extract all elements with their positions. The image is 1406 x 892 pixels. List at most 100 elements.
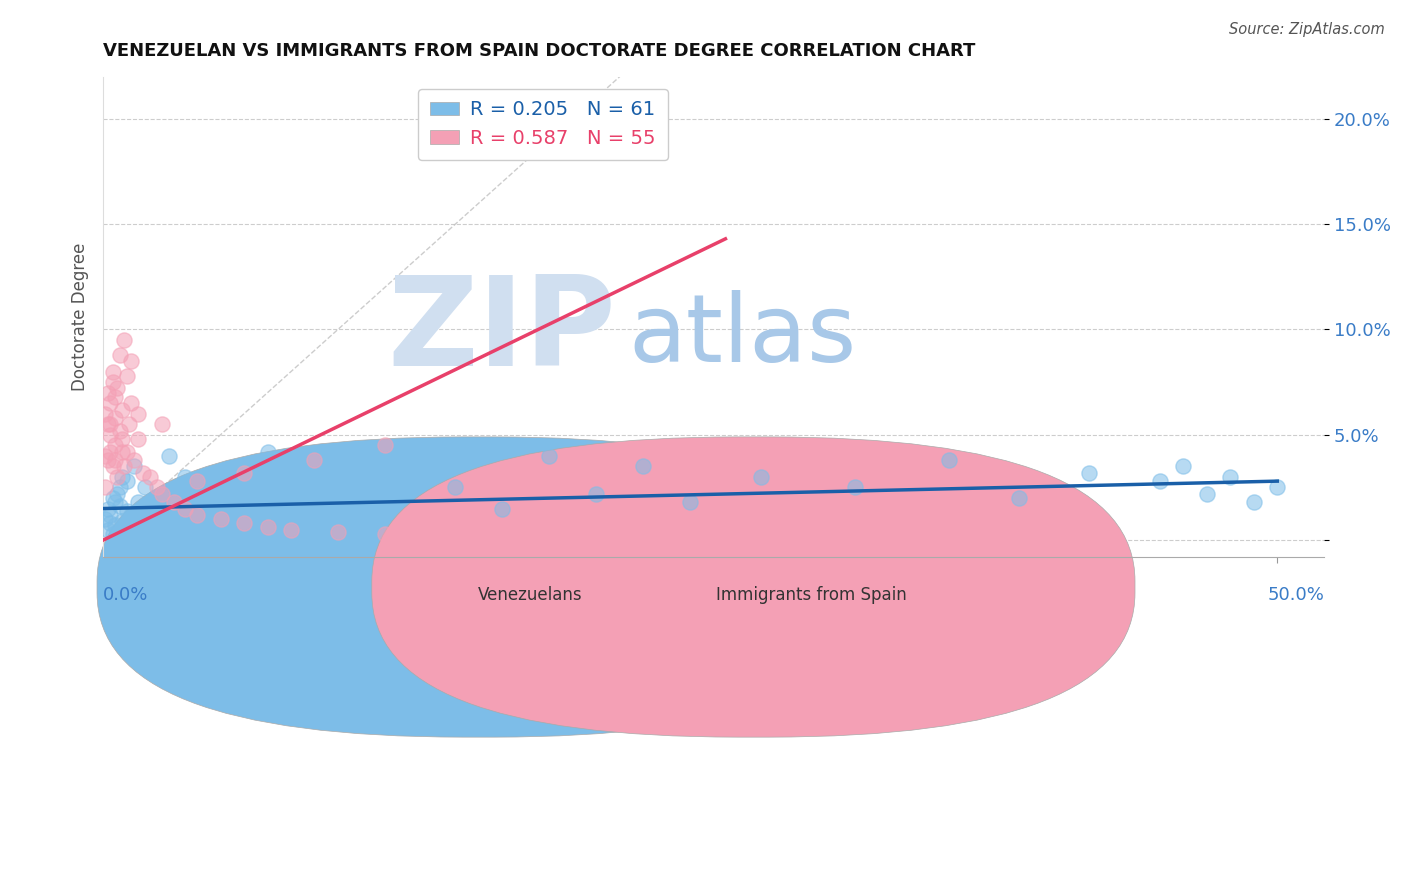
Point xyxy=(101,491,124,505)
Point xyxy=(101,365,124,379)
Point xyxy=(938,453,960,467)
Point xyxy=(108,348,131,362)
Point xyxy=(108,480,131,494)
Point xyxy=(97,501,120,516)
Text: Source: ZipAtlas.com: Source: ZipAtlas.com xyxy=(1229,22,1385,37)
Point xyxy=(326,524,349,539)
Point xyxy=(326,512,349,526)
Point xyxy=(679,495,702,509)
Point xyxy=(98,417,121,432)
Point xyxy=(233,459,256,474)
Point xyxy=(94,449,117,463)
Point xyxy=(98,427,121,442)
Point xyxy=(104,518,127,533)
Point xyxy=(245,516,267,531)
Point xyxy=(585,487,607,501)
Point xyxy=(111,444,134,458)
Point xyxy=(112,520,135,534)
Point xyxy=(112,333,135,347)
Point xyxy=(256,444,278,458)
Point xyxy=(101,459,124,474)
Point xyxy=(127,432,149,446)
Point xyxy=(1265,480,1288,494)
Point xyxy=(132,466,155,480)
Point xyxy=(374,491,396,505)
Point xyxy=(115,474,138,488)
Text: Venezuelans: Venezuelans xyxy=(478,586,583,604)
Point xyxy=(104,495,127,509)
Point xyxy=(115,503,138,517)
Point xyxy=(94,480,117,494)
Point xyxy=(127,407,149,421)
Point xyxy=(98,508,121,522)
Point xyxy=(105,487,128,501)
Point xyxy=(444,480,467,494)
Point xyxy=(94,512,117,526)
Point xyxy=(139,512,162,526)
Point xyxy=(1149,474,1171,488)
Point xyxy=(108,500,131,514)
Point xyxy=(122,459,145,474)
Point xyxy=(98,516,121,531)
FancyBboxPatch shape xyxy=(97,437,860,737)
Point xyxy=(198,480,221,494)
Point xyxy=(280,523,302,537)
Point xyxy=(111,514,134,528)
Point xyxy=(150,417,173,432)
Point xyxy=(122,453,145,467)
Point xyxy=(94,407,117,421)
Point xyxy=(280,501,302,516)
Point xyxy=(120,508,142,522)
Point xyxy=(162,495,184,509)
Point xyxy=(1078,466,1101,480)
Point xyxy=(1243,495,1265,509)
Point xyxy=(844,480,866,494)
Point xyxy=(97,523,120,537)
Point xyxy=(515,529,537,543)
Point xyxy=(115,444,138,458)
Point xyxy=(112,459,135,474)
Point xyxy=(221,487,243,501)
Point xyxy=(256,520,278,534)
Point xyxy=(150,501,173,516)
Point xyxy=(129,523,152,537)
Point xyxy=(118,526,141,541)
Point xyxy=(105,381,128,395)
Point xyxy=(304,453,326,467)
Point xyxy=(396,466,419,480)
Point xyxy=(209,512,232,526)
Point xyxy=(104,411,127,425)
Point xyxy=(233,466,256,480)
Point xyxy=(120,396,142,410)
Point xyxy=(150,487,173,501)
Point xyxy=(304,474,326,488)
Point xyxy=(111,432,134,446)
Point xyxy=(186,508,208,522)
FancyBboxPatch shape xyxy=(371,437,1135,737)
Point xyxy=(97,417,120,432)
Text: 0.0%: 0.0% xyxy=(103,586,149,604)
Point xyxy=(633,459,655,474)
Point xyxy=(101,375,124,389)
Point xyxy=(104,390,127,404)
Text: VENEZUELAN VS IMMIGRANTS FROM SPAIN DOCTORATE DEGREE CORRELATION CHART: VENEZUELAN VS IMMIGRANTS FROM SPAIN DOCT… xyxy=(103,42,976,60)
Point xyxy=(104,453,127,467)
Point xyxy=(538,449,561,463)
Text: Immigrants from Spain: Immigrants from Spain xyxy=(716,586,907,604)
Point xyxy=(233,516,256,531)
Point xyxy=(98,444,121,458)
Point xyxy=(146,480,169,494)
Point xyxy=(98,396,121,410)
Point xyxy=(115,368,138,383)
Point xyxy=(125,516,148,531)
Point xyxy=(1173,459,1195,474)
Point xyxy=(468,526,491,541)
Point xyxy=(143,491,166,505)
Point xyxy=(1219,470,1241,484)
Point xyxy=(127,495,149,509)
Point xyxy=(174,470,197,484)
Point xyxy=(420,529,443,543)
Point xyxy=(186,474,208,488)
Point xyxy=(101,526,124,541)
Legend: R = 0.205   N = 61, R = 0.587   N = 55: R = 0.205 N = 61, R = 0.587 N = 55 xyxy=(418,88,668,160)
